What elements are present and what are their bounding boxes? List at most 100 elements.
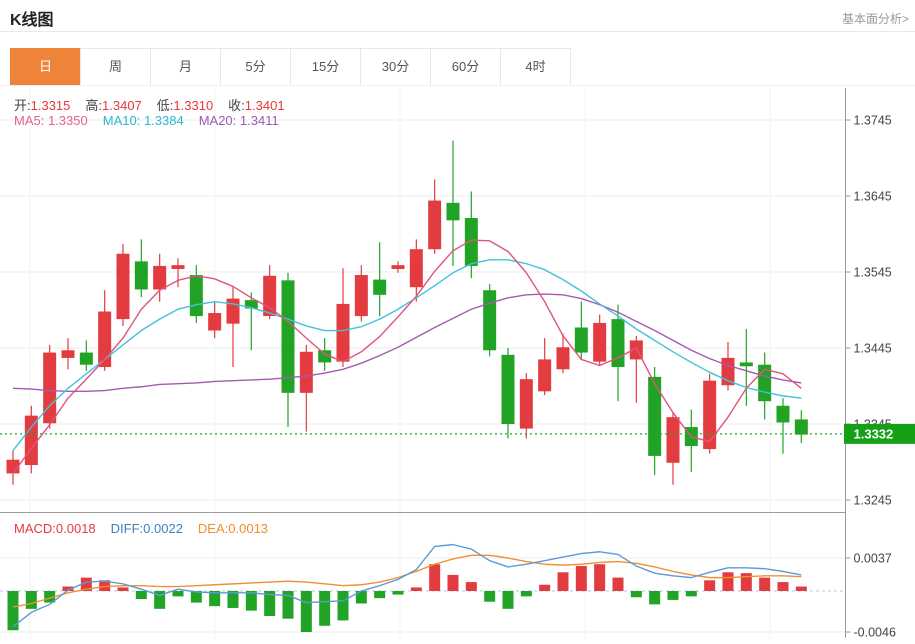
- candle-body[interactable]: [134, 261, 148, 290]
- macd-bar[interactable]: [410, 587, 422, 591]
- candle-body[interactable]: [464, 218, 478, 266]
- candle-body[interactable]: [208, 313, 222, 331]
- candle-body[interactable]: [794, 419, 808, 435]
- macd-bar[interactable]: [630, 591, 642, 598]
- candle-body[interactable]: [171, 265, 185, 269]
- macd-bar[interactable]: [190, 591, 202, 603]
- candle-body[interactable]: [391, 265, 405, 269]
- tab-月[interactable]: 月: [150, 48, 221, 86]
- macd-bar[interactable]: [264, 591, 276, 616]
- macd-bar[interactable]: [172, 591, 184, 597]
- candle-body[interactable]: [189, 275, 203, 317]
- candle-body[interactable]: [153, 265, 167, 290]
- macd-bar[interactable]: [667, 591, 679, 600]
- candle-body[interactable]: [281, 280, 295, 393]
- macd-bar[interactable]: [44, 591, 56, 603]
- low-label: 低:: [156, 98, 174, 113]
- macd-bar[interactable]: [484, 591, 496, 602]
- candle-body[interactable]: [318, 350, 332, 363]
- candle-body[interactable]: [611, 319, 625, 367]
- candle-body[interactable]: [703, 380, 717, 450]
- macd-bar[interactable]: [300, 591, 312, 633]
- candle-body[interactable]: [43, 352, 57, 424]
- candle-body[interactable]: [61, 350, 75, 358]
- macd-bar[interactable]: [795, 586, 807, 591]
- candle-body[interactable]: [226, 298, 240, 324]
- macd-bar[interactable]: [25, 591, 37, 609]
- macd-bar[interactable]: [447, 574, 459, 591]
- ma20-line: [12, 293, 802, 393]
- candle-body[interactable]: [556, 347, 570, 370]
- candle-body[interactable]: [538, 359, 552, 392]
- candle-body[interactable]: [299, 351, 313, 393]
- candle-body[interactable]: [336, 303, 350, 362]
- candle-body[interactable]: [244, 300, 258, 309]
- macd-bar[interactable]: [135, 591, 147, 600]
- macd-bar[interactable]: [520, 591, 532, 597]
- macd-bar[interactable]: [374, 591, 386, 599]
- candle-body[interactable]: [776, 405, 790, 423]
- macd-bar[interactable]: [227, 591, 239, 608]
- macd-bar[interactable]: [759, 577, 771, 591]
- macd-bar[interactable]: [685, 591, 697, 597]
- candle-body[interactable]: [739, 362, 753, 367]
- candle-body[interactable]: [428, 200, 442, 250]
- macd-bar[interactable]: [740, 573, 752, 591]
- macd-bar[interactable]: [429, 564, 441, 591]
- macd-bar[interactable]: [575, 566, 587, 591]
- macd-bar[interactable]: [777, 582, 789, 591]
- macd-bar[interactable]: [539, 584, 551, 591]
- tab-60分[interactable]: 60分: [430, 48, 501, 86]
- macd-bar[interactable]: [722, 572, 734, 591]
- macd-bar[interactable]: [392, 591, 404, 595]
- macd-bar[interactable]: [649, 591, 661, 605]
- macd-bar[interactable]: [80, 577, 92, 591]
- fundamental-analysis-link[interactable]: 基本面分析>: [841, 12, 909, 26]
- candle-body[interactable]: [666, 417, 680, 463]
- macd-bar[interactable]: [282, 591, 294, 619]
- candle-body[interactable]: [354, 275, 368, 317]
- candle-body[interactable]: [519, 379, 533, 429]
- macd-bar[interactable]: [209, 591, 221, 607]
- tab-日[interactable]: 日: [10, 48, 81, 86]
- candle-body[interactable]: [263, 275, 277, 317]
- macd-bar[interactable]: [99, 580, 111, 591]
- tab-5分[interactable]: 5分: [220, 48, 291, 86]
- macd-bar[interactable]: [7, 591, 19, 631]
- candle-body[interactable]: [501, 354, 515, 424]
- axis-tick-label: -0.0046: [854, 626, 896, 640]
- open-value: 1.3315: [30, 98, 71, 113]
- candle-body[interactable]: [409, 249, 423, 288]
- candle-body[interactable]: [98, 311, 112, 367]
- candle-body[interactable]: [648, 376, 662, 456]
- candle-body[interactable]: [593, 322, 607, 362]
- axis-tick-label: 1.3745: [854, 114, 892, 128]
- candle-body[interactable]: [79, 352, 93, 365]
- macd-bar[interactable]: [465, 582, 477, 591]
- macd-bar[interactable]: [245, 591, 257, 611]
- candle-body[interactable]: [446, 202, 460, 221]
- macd-bar[interactable]: [62, 586, 74, 591]
- macd-bar[interactable]: [704, 580, 716, 591]
- macd-layer: [7, 543, 807, 633]
- axis-tick-label: 1.3245: [854, 494, 892, 508]
- ma5-label: MA5:: [14, 113, 45, 128]
- macd-bar[interactable]: [355, 591, 367, 604]
- macd-bar[interactable]: [594, 564, 606, 591]
- macd-bar[interactable]: [557, 572, 569, 591]
- candle-body[interactable]: [373, 279, 387, 295]
- macd-bar[interactable]: [337, 591, 349, 621]
- header-divider: [0, 31, 915, 32]
- candle-body[interactable]: [116, 253, 130, 320]
- macd-bar[interactable]: [319, 591, 331, 626]
- tab-15分[interactable]: 15分: [290, 48, 361, 86]
- candle-body[interactable]: [24, 415, 38, 466]
- tab-30分[interactable]: 30分: [360, 48, 431, 86]
- macd-bar[interactable]: [502, 591, 514, 609]
- candle-body[interactable]: [483, 290, 497, 351]
- candle-body[interactable]: [574, 327, 588, 353]
- macd-bar[interactable]: [612, 577, 624, 591]
- macd-bar[interactable]: [117, 587, 129, 591]
- macd-bar[interactable]: [154, 591, 166, 609]
